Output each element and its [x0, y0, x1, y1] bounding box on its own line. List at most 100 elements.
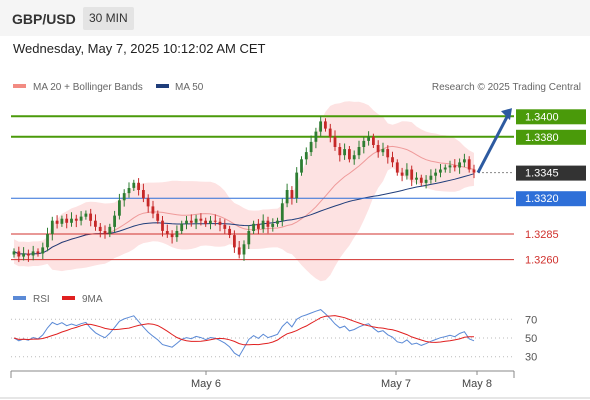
candle-body: [391, 157, 394, 163]
candle-body: [434, 172, 437, 176]
candle-body: [31, 251, 35, 256]
candle-body: [151, 206, 155, 214]
candle-body: [41, 247, 45, 254]
x-tick-label: May 8: [462, 378, 492, 390]
rsi-tick-label: 30: [525, 352, 537, 364]
level-label-1.3345: 1.3345: [525, 168, 559, 180]
candle-body: [333, 136, 337, 147]
candle-body: [314, 131, 318, 142]
candle-body: [324, 121, 327, 129]
candle-body: [189, 220, 193, 223]
candle-body: [209, 220, 212, 224]
candle-body: [84, 213, 88, 217]
candle-body: [338, 147, 342, 156]
rsi-swatch: [13, 296, 26, 300]
level-label-1.3320: 1.3320: [525, 193, 559, 205]
candle-body: [381, 149, 385, 153]
candle-body: [372, 136, 375, 145]
candle-body: [27, 253, 30, 256]
level-tag-1.3400: [516, 109, 586, 125]
candle-body: [348, 149, 351, 160]
candle-body: [36, 251, 40, 254]
candle-body: [70, 218, 73, 223]
candle-body: [266, 220, 270, 227]
candle-body: [122, 193, 126, 201]
candle-body: [463, 159, 466, 163]
candle-body: [79, 216, 83, 221]
candle-body: [199, 218, 203, 221]
candle-body: [156, 213, 160, 221]
candle-body: [46, 234, 49, 248]
legend-ma50: MA 50: [175, 82, 204, 93]
rsi-tick-label: 50: [525, 333, 537, 345]
candle-body: [343, 149, 346, 156]
candle-body: [271, 223, 275, 227]
candle-body: [429, 175, 433, 180]
x-tick-label: May 7: [381, 378, 411, 390]
rsi-tick-label: 70: [525, 314, 537, 326]
candle-body: [65, 218, 69, 223]
ma50-swatch: [156, 84, 169, 88]
level-label-1.3380: 1.3380: [525, 132, 559, 144]
legend-ma-bb: MA 20 + Bollinger Bands: [33, 82, 143, 93]
projection-arrowhead: [501, 108, 512, 121]
candle-body: [12, 251, 16, 255]
candle-body: [180, 223, 184, 231]
candle-body: [242, 244, 246, 255]
candle-body: [448, 165, 452, 168]
candle-body: [108, 226, 112, 235]
candle-body: [204, 220, 207, 224]
candle-body: [165, 231, 169, 235]
legend-ma9: 9MA: [82, 294, 103, 305]
candle-body: [132, 182, 136, 188]
candle-body: [386, 149, 390, 158]
candle-body: [228, 228, 231, 235]
candle-body: [146, 198, 150, 207]
level-label-1.3260: 1.3260: [525, 255, 559, 267]
chart-datetime: Wednesday, May 7, 2025 10:12:02 AM CET: [13, 41, 266, 56]
candle-body: [280, 203, 284, 221]
candle-body: [415, 177, 418, 180]
candle-body: [439, 169, 442, 173]
candle-body: [55, 220, 59, 224]
legend-rsi: RSI: [33, 294, 50, 305]
candle-body: [261, 220, 265, 229]
candle-body: [137, 182, 140, 190]
rsi-line: [13, 309, 475, 357]
level-tag-1.3320: [516, 191, 586, 207]
candle-body: [170, 234, 174, 238]
level-tag-1.3380: [516, 129, 586, 145]
projection-arrow: [476, 112, 511, 174]
candle-body: [142, 190, 145, 199]
timeframe-button[interactable]: 30 MIN: [83, 7, 134, 30]
candle-body: [213, 220, 217, 222]
level-tag-1.3345: [516, 165, 586, 181]
candle-body: [400, 172, 404, 176]
candle-body: [94, 220, 97, 227]
candle-body: [362, 140, 366, 147]
candle-body: [328, 128, 332, 137]
candle-body: [319, 121, 322, 132]
candle-body: [352, 155, 356, 160]
candle-body: [247, 231, 251, 245]
candle-body: [223, 224, 227, 229]
candle-body: [252, 223, 255, 231]
ma-bb-swatch: [13, 84, 26, 88]
ma9-swatch: [62, 296, 75, 300]
candle-body: [424, 179, 428, 183]
candle-body: [453, 165, 457, 168]
candle-body: [295, 172, 299, 199]
candle-body: [74, 218, 78, 221]
candle-body: [233, 235, 236, 248]
candle-body: [443, 167, 447, 170]
candle-body: [161, 220, 164, 231]
level-label-1.3285: 1.3285: [525, 229, 559, 241]
currency-pair: GBP/USD: [12, 11, 76, 27]
candle-body: [50, 220, 54, 234]
candle-body: [472, 169, 476, 173]
candle-body: [185, 220, 188, 224]
candle-body: [290, 190, 294, 199]
candle-body: [237, 247, 241, 255]
candle-body: [376, 145, 380, 153]
candle-body: [118, 200, 121, 216]
